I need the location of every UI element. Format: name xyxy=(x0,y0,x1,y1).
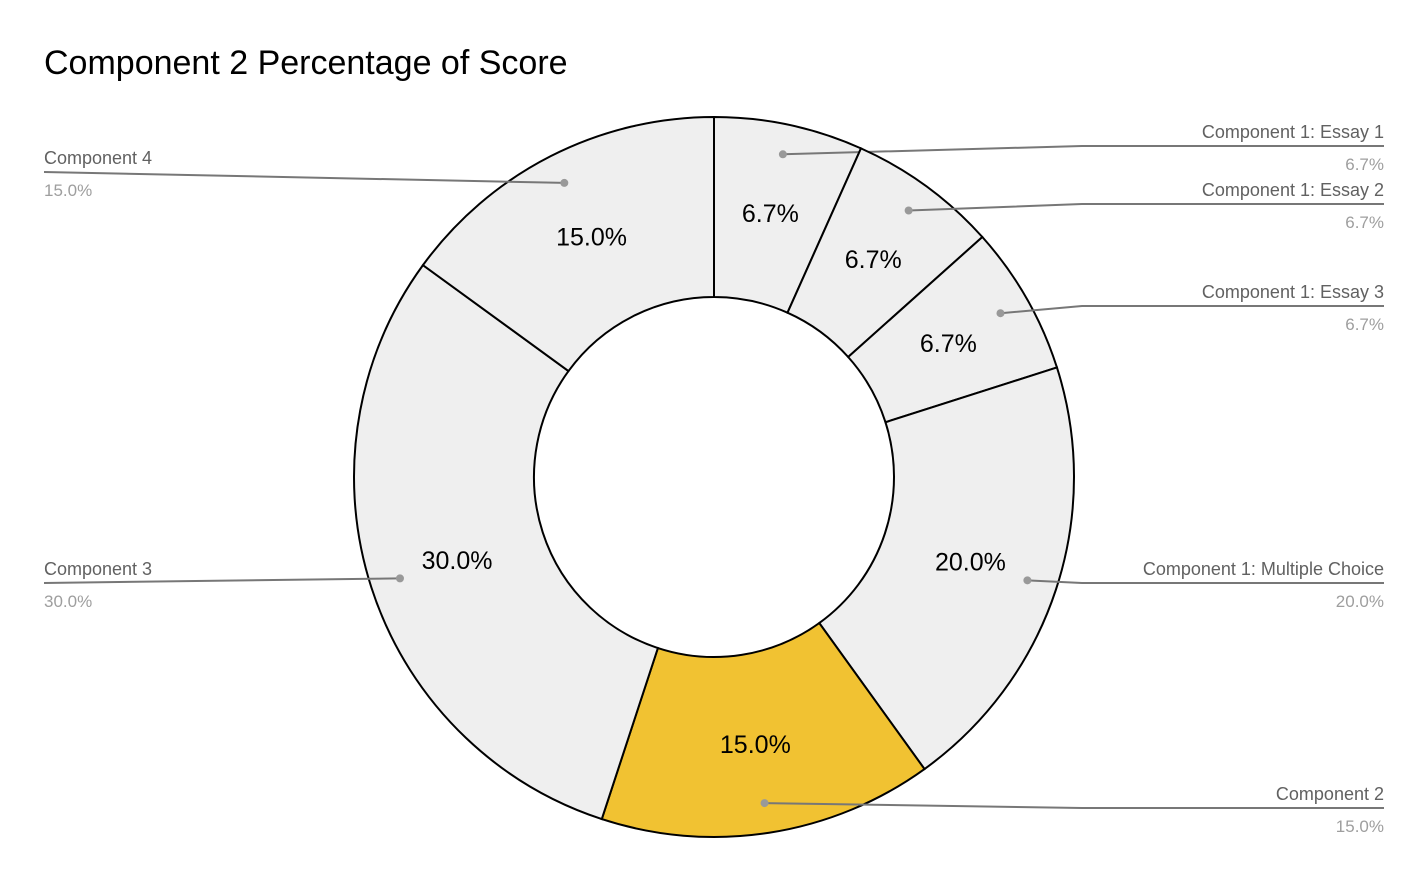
callout-component-1-essay-3: Component 1: Essay 3 6.7% xyxy=(996,282,1384,334)
slice-value-label: 6.7% xyxy=(845,246,902,274)
callout-component-3: Component 3 30.0% xyxy=(43,559,404,611)
callout-line xyxy=(764,802,1384,809)
slice-value-label: 15.0% xyxy=(720,731,791,759)
callout-component-1-essay-2: Component 1: Essay 2 6.7% xyxy=(904,180,1384,232)
slice-value-label: 20.0% xyxy=(935,549,1006,577)
callout-label: Component 1: Multiple Choice xyxy=(1143,559,1384,579)
callout-value: 6.7% xyxy=(1345,213,1384,232)
callout-dot xyxy=(996,309,1005,318)
callout-label: Component 4 xyxy=(44,148,152,168)
callout-dot xyxy=(904,206,913,215)
chart-title: Component 2 Percentage of Score xyxy=(44,44,568,82)
slice-component-1-multiple-choice xyxy=(817,366,1075,771)
slice-value-label: 6.7% xyxy=(742,200,799,228)
callout-line xyxy=(1027,579,1384,584)
callout-line xyxy=(1000,305,1384,315)
slice-value-label: 15.0% xyxy=(556,223,627,251)
callout-value: 15.0% xyxy=(44,181,92,200)
callout-label: Component 3 xyxy=(44,559,152,579)
callout-component-2: Component 2 15.0% xyxy=(760,784,1384,836)
callout-component-1-multiple-choice: Component 1: Multiple Choice 20.0% xyxy=(1023,559,1384,611)
callout-value: 6.7% xyxy=(1345,155,1384,174)
callout-label: Component 2 xyxy=(1276,784,1384,804)
callout-value: 6.7% xyxy=(1345,315,1384,334)
slice-value-label: 30.0% xyxy=(422,547,493,575)
callout-label: Component 1: Essay 3 xyxy=(1202,282,1384,302)
callout-component-4: Component 4 15.0% xyxy=(43,148,569,200)
callout-line xyxy=(908,203,1384,212)
callout-line xyxy=(43,171,565,184)
callout-value: 30.0% xyxy=(44,592,92,611)
callout-line xyxy=(43,577,400,584)
callout-dot xyxy=(395,574,404,583)
callout-dot xyxy=(1023,576,1032,585)
callout-dot xyxy=(760,799,769,808)
callout-value: 20.0% xyxy=(1336,592,1384,611)
slice-component-2 xyxy=(600,621,926,838)
slice-component-4 xyxy=(421,115,715,373)
callout-dot xyxy=(778,150,787,159)
callout-component-1-essay-1: Component 1: Essay 1 6.7% xyxy=(778,122,1384,174)
callout-dot xyxy=(560,178,569,187)
callout-label: Component 1: Essay 2 xyxy=(1202,180,1384,200)
callout-line xyxy=(782,145,1384,156)
callout-value: 15.0% xyxy=(1336,817,1384,836)
slice-value-label: 6.7% xyxy=(920,330,977,358)
slice-component-3 xyxy=(353,263,660,821)
callout-label: Component 1: Essay 1 xyxy=(1202,122,1384,142)
